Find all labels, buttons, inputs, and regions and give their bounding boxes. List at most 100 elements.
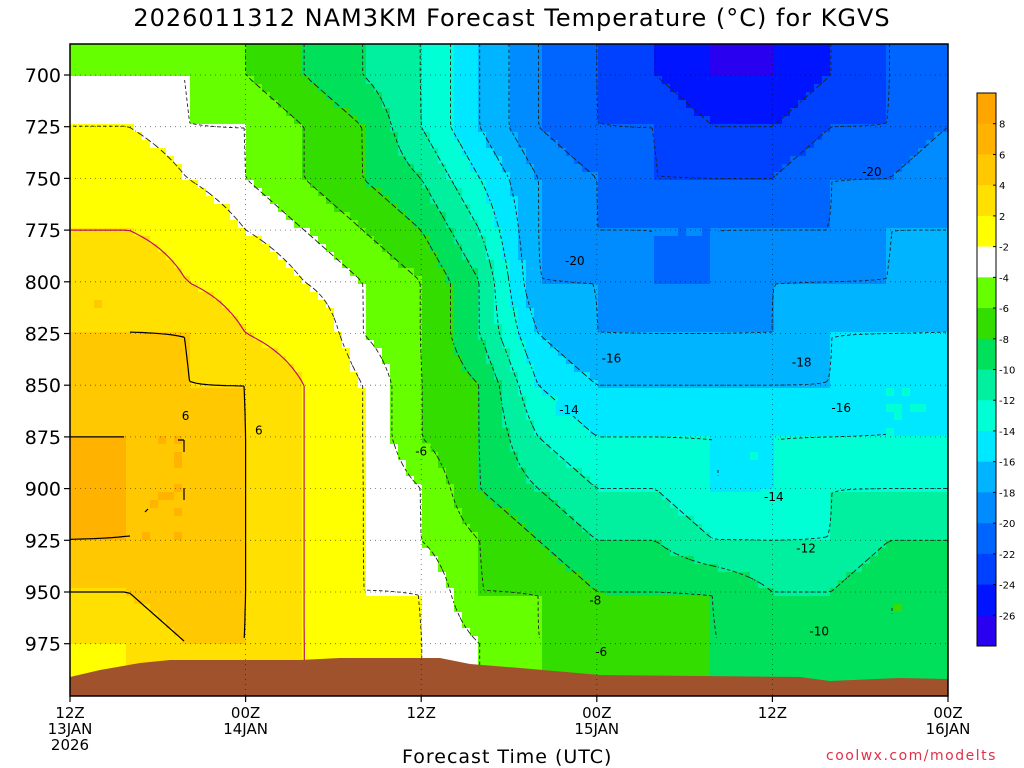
field-cell <box>446 332 454 340</box>
field-cell <box>462 372 470 380</box>
field-cell <box>222 652 230 660</box>
field-cell <box>166 532 174 540</box>
field-cell <box>150 76 158 84</box>
field-cell <box>542 76 550 84</box>
field-cell <box>158 60 166 68</box>
field-cell <box>550 236 558 244</box>
field-cell <box>534 284 542 292</box>
field-cell <box>78 180 86 188</box>
field-cell <box>126 92 134 100</box>
field-cell <box>310 340 318 348</box>
field-cell <box>238 244 246 252</box>
field-cell <box>174 316 182 324</box>
field-cell <box>478 420 486 428</box>
field-cell <box>358 364 366 372</box>
field-cell <box>294 188 302 196</box>
field-cell <box>438 108 446 116</box>
field-cell <box>462 228 470 236</box>
field-cell <box>398 84 406 92</box>
field-cell <box>454 260 462 268</box>
field-cell <box>118 180 126 188</box>
field-cell <box>78 44 86 52</box>
field-cell <box>502 484 510 492</box>
field-cell <box>454 500 462 508</box>
field-cell <box>262 628 270 636</box>
field-cell <box>118 204 126 212</box>
field-cell <box>326 612 334 620</box>
field-cell <box>150 380 158 388</box>
field-cell <box>326 220 334 228</box>
field-cell <box>358 84 366 92</box>
field-cell <box>414 636 422 644</box>
field-cell <box>262 540 270 548</box>
field-cell <box>142 476 150 484</box>
field-cell <box>150 316 158 324</box>
field-cell <box>182 340 190 348</box>
field-cell <box>382 540 390 548</box>
field-cell <box>310 332 318 340</box>
field-cell <box>526 52 534 60</box>
field-cell <box>206 484 214 492</box>
field-cell <box>190 284 198 292</box>
field-cell <box>334 540 342 548</box>
field-cell <box>334 196 342 204</box>
field-cell <box>446 628 454 636</box>
field-cell <box>110 220 118 228</box>
field-cell <box>422 628 430 636</box>
field-cell <box>262 396 270 404</box>
field-cell <box>366 188 374 196</box>
field-cell <box>294 132 302 140</box>
field-cell <box>342 204 350 212</box>
field-cell <box>446 68 454 76</box>
field-cell <box>94 580 102 588</box>
field-cell <box>478 196 486 204</box>
field-cell <box>430 404 438 412</box>
field-cell <box>86 220 94 228</box>
field-cell <box>214 124 222 132</box>
field-cell <box>174 532 182 540</box>
field-cell <box>470 452 478 460</box>
field-cell <box>446 420 454 428</box>
field-cell <box>142 332 150 340</box>
field-cell <box>510 452 518 460</box>
field-cell <box>270 316 278 324</box>
field-cell <box>158 364 166 372</box>
field-cell <box>134 172 142 180</box>
field-cell <box>518 132 526 140</box>
field-cell <box>342 436 350 444</box>
field-cell <box>118 444 126 452</box>
field-cell <box>206 100 214 108</box>
field-cell <box>238 404 246 412</box>
field-cell <box>334 220 342 228</box>
field-cell <box>94 620 102 628</box>
field-cell <box>270 348 278 356</box>
field-cell <box>398 68 406 76</box>
field-cell <box>382 316 390 324</box>
field-cell <box>94 540 102 548</box>
field-cell <box>286 324 294 332</box>
field-cell <box>502 396 510 404</box>
field-cell <box>198 372 206 380</box>
field-cell <box>278 404 286 412</box>
field-cell <box>142 444 150 452</box>
field-cell <box>542 172 550 180</box>
field-cell <box>262 532 270 540</box>
field-cell <box>462 260 470 268</box>
field-cell <box>278 540 286 548</box>
field-cell <box>142 292 150 300</box>
field-cell <box>510 220 518 228</box>
field-cell <box>422 572 430 580</box>
field-cell <box>526 364 534 372</box>
field-cell <box>478 260 486 268</box>
field-cell <box>406 468 414 476</box>
field-cell <box>462 332 470 340</box>
field-cell <box>526 396 534 404</box>
field-cell <box>358 460 366 468</box>
field-cell <box>518 380 526 388</box>
field-cell <box>430 276 438 284</box>
field-cell <box>134 404 142 412</box>
field-cell <box>150 196 158 204</box>
field-cell <box>534 580 542 588</box>
field-cell <box>334 636 342 644</box>
field-cell <box>166 156 174 164</box>
